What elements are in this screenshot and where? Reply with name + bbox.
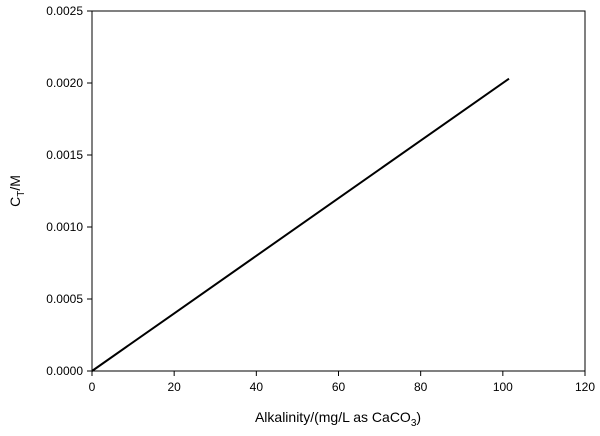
x-tick-label: 40	[250, 380, 264, 394]
x-tick-label: 120	[575, 380, 595, 394]
y-tick-label: 0.0000	[46, 364, 83, 378]
x-axis-title-suffix: )	[416, 409, 421, 425]
y-axis-title-subscript: T	[16, 191, 27, 197]
x-tick-label: 100	[493, 380, 513, 394]
y-axis-title: CT/M	[7, 175, 27, 207]
plot-frame	[91, 10, 586, 372]
y-tick-label: 0.0005	[46, 292, 83, 306]
x-axis-title-subscript: 3	[411, 418, 417, 429]
x-tick-label: 60	[332, 380, 346, 394]
x-tick-label: 80	[414, 380, 428, 394]
x-axis-title-main: Alkalinity/(mg/L as CaCO	[255, 409, 411, 425]
series-group	[91, 77, 510, 372]
y-tick-label: 0.0015	[46, 148, 83, 162]
y-axis: 0.0000 0.0005 0.0010 0.0015 0.0020 0.0025	[46, 4, 92, 378]
y-tick-label: 0.0025	[46, 4, 83, 18]
x-tick-label: 0	[89, 380, 96, 394]
y-tick-label: 0.0010	[46, 220, 83, 234]
y-axis-title-main: C	[7, 197, 23, 207]
y-axis-title-suffix: /M	[7, 175, 23, 191]
plot-area	[91, 10, 586, 372]
x-tick-label: 20	[167, 380, 181, 394]
x-axis-title: Alkalinity/(mg/L as CaCO3)	[255, 409, 421, 429]
y-tick-label: 0.0020	[46, 76, 83, 90]
series-line	[91, 77, 510, 372]
x-axis: 0 20 40 60 80 100 120	[89, 371, 595, 394]
